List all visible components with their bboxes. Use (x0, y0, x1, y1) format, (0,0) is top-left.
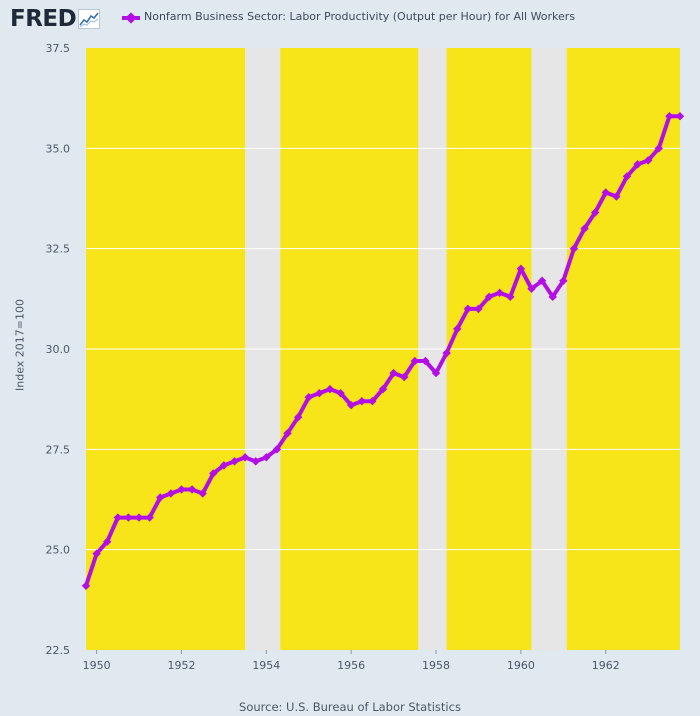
data-point-36 (453, 324, 462, 334)
y-tick-label-1: 25.0 (46, 544, 71, 557)
data-point-8 (156, 493, 165, 502)
data-point-7 (145, 513, 154, 522)
data-point-21 (293, 413, 303, 422)
data-point-27 (357, 396, 366, 406)
data-point-44 (537, 276, 547, 285)
y-tick-label-4: 32.5 (46, 243, 71, 256)
data-point-39 (484, 292, 494, 302)
data-point-32 (410, 356, 420, 366)
data-point-51 (612, 192, 621, 201)
data-point-53 (633, 160, 642, 169)
data-point-4 (113, 513, 123, 522)
data-point-13 (209, 469, 218, 478)
x-tick-label-3: 1956 (337, 659, 365, 672)
data-point-41 (506, 292, 515, 302)
x-tick-label-4: 1958 (422, 659, 450, 672)
data-point-31 (400, 372, 409, 382)
data-point-16 (240, 453, 250, 462)
y-tick-label-0: 22.5 (46, 644, 71, 657)
data-point-48 (580, 224, 589, 233)
data-point-49 (590, 208, 600, 217)
x-tick-label-2: 1954 (252, 659, 280, 672)
fred-logo-text: FRED (10, 6, 77, 32)
chart-line-icon (78, 9, 101, 29)
data-point-24 (325, 384, 335, 394)
data-point-57 (675, 112, 685, 121)
data-point-30 (389, 368, 398, 378)
data-point-38 (474, 304, 483, 314)
data-point-25 (336, 388, 345, 398)
data-point-6 (134, 513, 144, 522)
legend-label: Nonfarm Business Sector: Labor Productiv… (144, 10, 576, 23)
data-point-18 (262, 453, 271, 462)
data-point-46 (559, 276, 568, 285)
source-note: Source: U.S. Bureau of Labor Statistics (239, 700, 461, 714)
data-point-42 (516, 264, 526, 273)
data-point-33 (421, 356, 430, 366)
data-point-17 (251, 457, 260, 466)
data-point-1 (81, 581, 91, 590)
data-point-19 (272, 445, 282, 454)
data-point-40 (495, 288, 504, 298)
y-tick-label-6: 37.5 (46, 42, 71, 55)
data-point-11 (187, 485, 197, 494)
data-point-29 (378, 384, 388, 394)
x-tick-label-0: 1950 (83, 659, 111, 672)
data-point-15 (230, 457, 239, 466)
data-point-2 (92, 549, 101, 558)
data-point-34 (431, 368, 441, 378)
data-point-22 (304, 392, 313, 402)
data-point-50 (601, 188, 610, 197)
data-point-14 (219, 461, 229, 470)
fred-logo[interactable]: FRED (10, 6, 101, 32)
legend-swatch-icon (122, 10, 140, 24)
x-tick-label-6: 1962 (592, 659, 620, 672)
chart-header: FRED Nonfarm Business Sector: Labor Prod… (0, 0, 700, 38)
x-tick-label-5: 1960 (507, 659, 535, 672)
data-point-55 (654, 144, 663, 153)
data-point-12 (198, 489, 207, 498)
data-point-35 (442, 348, 451, 358)
data-point-56 (665, 112, 674, 121)
data-point-3 (103, 537, 112, 546)
y-tick-label-2: 27.5 (46, 443, 71, 456)
data-point-28 (368, 396, 377, 406)
x-tick-label-1: 1952 (167, 659, 195, 672)
data-point-10 (177, 485, 186, 494)
data-point-9 (166, 489, 176, 498)
data-point-20 (283, 429, 292, 438)
data-point-47 (569, 244, 579, 253)
data-point-26 (346, 400, 356, 410)
data-point-37 (463, 304, 473, 314)
data-point-43 (527, 284, 536, 293)
chart-legend: Nonfarm Business Sector: Labor Productiv… (122, 10, 575, 24)
data-point-5 (124, 513, 133, 522)
y-tick-label-5: 35.0 (46, 142, 71, 155)
data-point-23 (315, 388, 324, 398)
data-point-45 (548, 292, 557, 302)
y-tick-label-3: 30.0 (46, 343, 71, 356)
data-point-54 (643, 156, 653, 165)
y-axis-label: Index 2017=100 (13, 299, 27, 391)
data-point-52 (622, 172, 632, 181)
